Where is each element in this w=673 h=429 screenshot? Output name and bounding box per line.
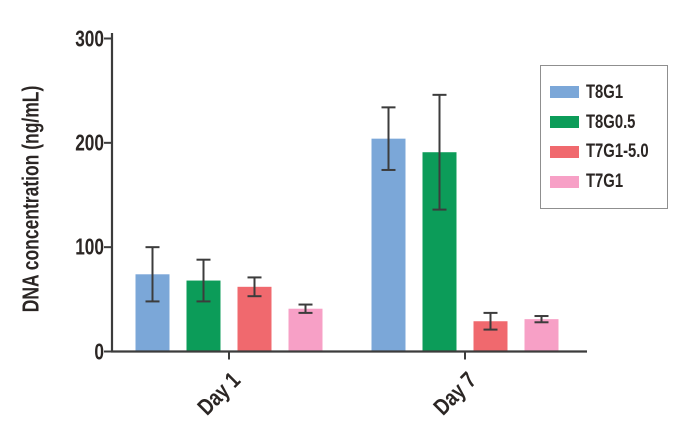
legend-swatch (550, 86, 579, 99)
bar (288, 308, 323, 352)
bar (237, 286, 272, 352)
legend-item: T7G1-5.0 (550, 142, 667, 161)
legend: T8G1 T8G0.5 T7G1-5.0 T7G1 (540, 65, 668, 209)
y-tick-label: 200 (75, 129, 104, 156)
bar (371, 138, 406, 352)
bar (524, 319, 559, 352)
legend-label: T8G0.5 (586, 111, 636, 133)
legend-label: T7G1 (586, 171, 624, 193)
y-axis-title: DNA concentration (ng/mL) (17, 85, 44, 313)
legend-swatch (550, 145, 579, 158)
y-tick-label: 100 (75, 233, 104, 260)
y-tick-label: 0 (94, 338, 104, 364)
legend-item: T7G1 (550, 172, 667, 191)
y-tick-label: 300 (75, 25, 104, 51)
legend-swatch (550, 175, 579, 188)
legend-label: T8G1 (586, 81, 624, 103)
legend-item: T8G0.5 (550, 113, 667, 132)
legend-swatch (550, 116, 579, 129)
legend-label: T7G1-5.0 (586, 141, 649, 163)
legend-item: T8G1 (550, 83, 667, 102)
